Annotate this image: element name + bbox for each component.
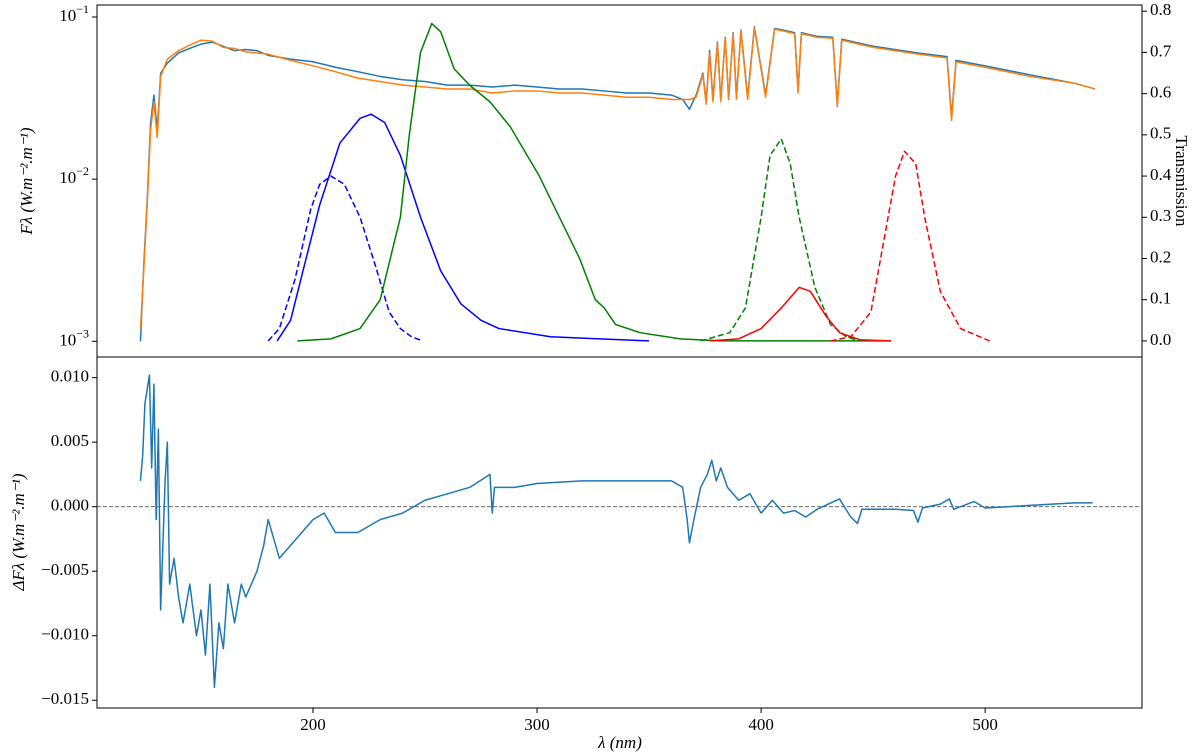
y-tick-label: −0.005 [41, 560, 89, 579]
y-tick-exponent: −1 [76, 2, 89, 16]
y-tick-base: 10 [59, 330, 76, 349]
y-tick-label: −0.010 [41, 625, 89, 644]
series-line [139, 26, 1096, 329]
y2-tick-label: 0.3 [1150, 206, 1171, 225]
x-tick-label: 400 [748, 715, 774, 734]
y-tick-base: 10 [59, 6, 76, 25]
y2-tick-label: 0.5 [1150, 124, 1171, 143]
series-line [267, 175, 424, 342]
series-line [139, 374, 1093, 689]
x-tick-label: 200 [300, 715, 326, 734]
y2-tick-label: 0.7 [1150, 41, 1172, 60]
y2-label: Transmission [1172, 135, 1191, 227]
series-line [139, 26, 1096, 342]
y-tick-label: −0.015 [41, 689, 89, 708]
y-tick-label: 0.000 [51, 496, 89, 515]
y2-tick-label: 0.0 [1150, 330, 1171, 349]
series-line [276, 113, 650, 342]
x-tick-label: 300 [524, 715, 550, 734]
top-frame [96, 4, 1143, 358]
y-tick-label: 10−3 [59, 326, 89, 349]
y2-tick-label: 0.1 [1150, 289, 1171, 308]
series-line [297, 22, 892, 342]
y-tick-label: 10−2 [59, 164, 89, 187]
y-label: Fλ (W.m⁻².m⁻¹) [17, 127, 36, 235]
bottom-frame [96, 356, 1143, 709]
y-tick-base: 10 [59, 168, 76, 187]
y-tick-exponent: −2 [76, 164, 89, 178]
series-line [700, 138, 860, 342]
series-line [830, 150, 990, 342]
series-line [709, 286, 892, 342]
y2-tick-label: 0.6 [1150, 83, 1171, 102]
x-tick-label: 500 [972, 715, 998, 734]
y-tick-label: 0.010 [51, 367, 89, 386]
y2-tick-label: 0.8 [1150, 0, 1171, 19]
x-label: λ (nm) [597, 733, 642, 752]
y-label: ΔFλ (W.m⁻².m⁻¹) [9, 473, 28, 591]
y-tick-label: 10−1 [59, 2, 89, 25]
y-tick-exponent: −3 [76, 326, 89, 340]
y2-tick-label: 0.4 [1150, 165, 1172, 184]
y-tick-label: 0.005 [51, 431, 89, 450]
y2-tick-label: 0.2 [1150, 247, 1171, 266]
